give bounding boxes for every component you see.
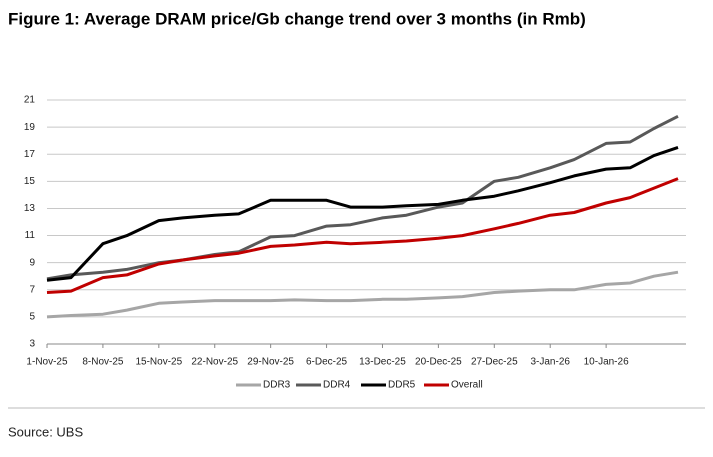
x-tick-label: 6-Dec-25 (306, 357, 348, 368)
x-tick-label: 8-Nov-25 (82, 357, 124, 368)
x-tick-label: 3-Jan-26 (530, 357, 570, 368)
y-tick-label: 3 (29, 339, 35, 350)
chart-title: Figure 1: Average DRAM price/Gb change t… (8, 9, 586, 28)
x-tick-label: 20-Dec-25 (415, 357, 462, 368)
x-tick-label: 10-Jan-26 (584, 357, 629, 368)
x-tick-label: 1-Nov-25 (26, 357, 68, 368)
y-tick-label: 13 (24, 203, 36, 214)
x-tick-label: 15-Nov-25 (135, 357, 182, 368)
source: Source: UBS (8, 424, 83, 439)
y-tick-label: 19 (24, 122, 36, 133)
series-line (46, 270, 679, 319)
series-line (46, 145, 679, 282)
x-tick-label: 29-Nov-25 (247, 357, 294, 368)
legend-label: Overall (451, 380, 483, 391)
x-tick-label: 22-Nov-25 (191, 357, 238, 368)
y-tick-label: 7 (29, 284, 35, 295)
legend-label: DDR3 (263, 380, 291, 391)
x-tick-label: 13-Dec-25 (359, 357, 406, 368)
series-line (46, 177, 679, 294)
y-tick-label: 15 (24, 176, 36, 187)
series-line (46, 114, 679, 281)
y-tick-label: 9 (29, 257, 35, 268)
legend-label: DDR5 (388, 380, 416, 391)
y-tick-label: 21 (24, 95, 36, 106)
legend-label: DDR4 (323, 380, 351, 391)
x-tick-label: 27-Dec-25 (471, 357, 518, 368)
y-tick-label: 5 (29, 312, 35, 323)
y-tick-label: 11 (25, 230, 36, 241)
y-tick-label: 17 (24, 149, 36, 160)
